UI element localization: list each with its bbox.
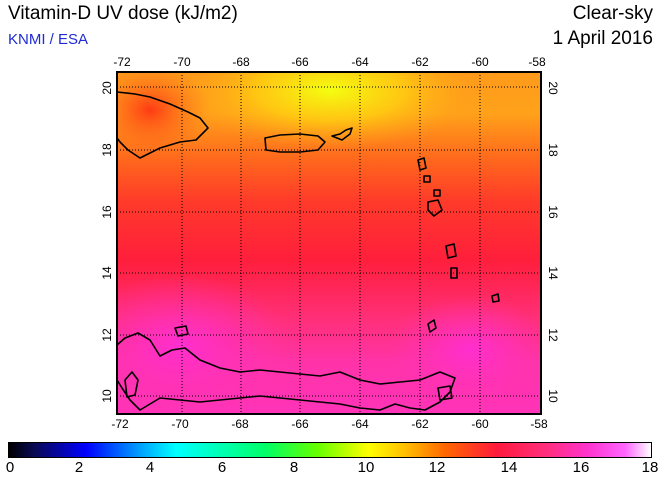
scale-tick: 18 [641, 459, 659, 476]
lat-tick-left: 20 [100, 81, 114, 95]
south-america-coast [116, 332, 456, 411]
lon-tick-bottom: -58 [530, 417, 548, 431]
scale-tick: 14 [500, 459, 518, 476]
lat-tick-right: 20 [546, 81, 560, 95]
uv-field [117, 72, 541, 414]
lat-tick-right: 18 [546, 143, 560, 157]
coastlines [116, 91, 500, 411]
virgin-islands [331, 127, 353, 141]
lon-tick-bottom: -66 [291, 417, 309, 431]
lon-tick-top: -60 [471, 55, 489, 69]
sky-condition-label: Clear-sky [572, 3, 653, 24]
lon-tick-top: -66 [291, 55, 309, 69]
scale-tick: 16 [572, 459, 590, 476]
lon-tick-bottom: -64 [351, 417, 369, 431]
scale-tick: 2 [74, 459, 84, 476]
lon-tick-top: -62 [411, 55, 429, 69]
lon-tick-bottom: -68 [231, 417, 249, 431]
martinique [445, 243, 457, 259]
lon-tick-bottom: -70 [171, 417, 189, 431]
uv-dose-map: -72 -70 -68 -66 -64 -62 -60 -58 -72 -70 … [100, 55, 560, 431]
map-frame [116, 71, 542, 415]
lat-tick-left: 12 [100, 328, 114, 342]
lon-tick-top: -68 [232, 55, 250, 69]
scale-tick: 4 [145, 459, 155, 476]
grenada [427, 319, 437, 333]
lat-tick-right: 12 [546, 328, 560, 342]
scale-tick: 10 [357, 459, 375, 476]
date-label: 1 April 2016 [552, 28, 653, 49]
tick-labels: -72 -70 -68 -66 -64 -62 -60 -58 -72 -70 … [100, 55, 560, 431]
lon-tick-bottom: -72 [111, 417, 129, 431]
lon-tick-top: -72 [113, 55, 131, 69]
lat-tick-left: 14 [100, 266, 114, 280]
puerto-rico-coast [264, 133, 326, 153]
lat-tick-right: 16 [546, 205, 560, 219]
credit-label: KNMI / ESA [8, 31, 89, 48]
hispaniola-coast [116, 91, 209, 159]
scale-tick: 12 [428, 459, 446, 476]
lat-tick-right: 10 [546, 389, 560, 403]
guadeloupe [427, 199, 443, 217]
scale-tick: 0 [5, 459, 15, 476]
lon-tick-top: -58 [528, 55, 546, 69]
curacao [174, 325, 189, 337]
lat-tick-right: 14 [546, 266, 560, 280]
lat-tick-left: 16 [100, 205, 114, 219]
scale-tick: 6 [217, 459, 227, 476]
st-lucia [450, 267, 458, 279]
map-title: Vitamin-D UV dose (kJ/m2) [8, 3, 238, 24]
color-scale-bar [8, 442, 652, 458]
graticule [117, 72, 541, 414]
lon-tick-bottom: -62 [411, 417, 429, 431]
barbados [491, 293, 500, 303]
scale-tick: 8 [289, 459, 299, 476]
lat-tick-left: 10 [100, 389, 114, 403]
trinidad [437, 385, 453, 401]
leeward-islands [417, 157, 441, 197]
lon-tick-bottom: -60 [471, 417, 489, 431]
lat-tick-left: 18 [100, 143, 114, 157]
lake-maracaibo [124, 371, 139, 398]
lon-tick-top: -70 [173, 55, 191, 69]
lon-tick-top: -64 [351, 55, 369, 69]
